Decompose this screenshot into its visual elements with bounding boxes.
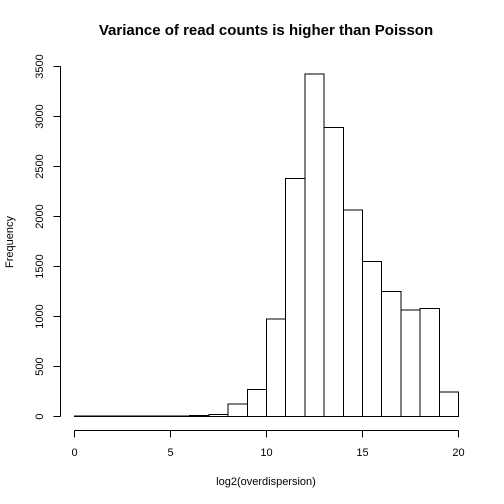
histogram-bar bbox=[285, 178, 306, 417]
histogram-bar bbox=[381, 291, 402, 417]
y-tick-label: 3000 bbox=[34, 104, 46, 128]
x-tick-label: 10 bbox=[260, 447, 272, 459]
y-tick-label: 2000 bbox=[34, 204, 46, 228]
histogram-bar bbox=[266, 318, 287, 417]
histogram-bar bbox=[246, 389, 268, 417]
histogram-bars bbox=[74, 73, 459, 418]
x-tick-label: 20 bbox=[452, 447, 464, 459]
histogram-bar bbox=[304, 73, 325, 417]
histogram-bar bbox=[170, 415, 191, 417]
y-tick-label: 3500 bbox=[34, 54, 46, 78]
x-axis: 0 5 10 15 20 bbox=[71, 430, 465, 459]
y-tick-label: 0 bbox=[34, 413, 46, 419]
y-tick-label: 2500 bbox=[34, 154, 46, 178]
histogram-bar bbox=[131, 415, 152, 417]
histogram-bar bbox=[93, 415, 114, 418]
histogram-bar bbox=[400, 309, 421, 417]
histogram-bar bbox=[342, 209, 363, 417]
histogram-bar bbox=[150, 415, 172, 418]
histogram-bar bbox=[189, 415, 210, 418]
histogram-bar bbox=[112, 415, 133, 418]
histogram-bar bbox=[438, 391, 459, 417]
histogram-bar bbox=[208, 414, 229, 417]
y-axis-label: Frequency bbox=[4, 216, 16, 268]
histogram-bar bbox=[362, 261, 383, 417]
x-tick-label: 15 bbox=[356, 447, 368, 459]
histogram-bar bbox=[227, 403, 248, 417]
y-axis: 0 500 1000 1500 2000 2500 3000 3500 bbox=[34, 54, 61, 420]
histogram-bar bbox=[419, 308, 440, 417]
y-tick-label: 1000 bbox=[34, 304, 46, 328]
histogram-bar bbox=[74, 415, 95, 417]
x-tick-label: 0 bbox=[71, 447, 77, 459]
y-tick-label: 1500 bbox=[34, 254, 46, 278]
x-axis-label: log2(overdispersion) bbox=[216, 476, 316, 488]
histogram-bar bbox=[323, 127, 344, 417]
y-tick-label: 500 bbox=[34, 357, 46, 375]
chart-title: Variance of read counts is higher than P… bbox=[99, 22, 433, 39]
x-tick-label: 5 bbox=[167, 447, 173, 459]
